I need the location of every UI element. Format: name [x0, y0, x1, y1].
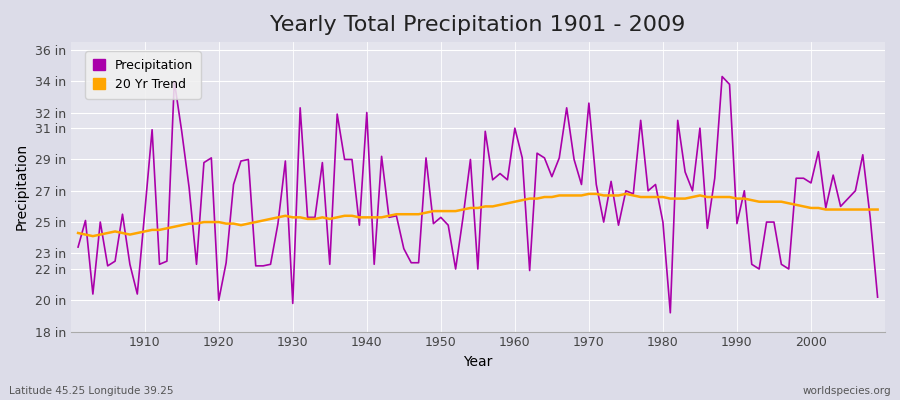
Title: Yearly Total Precipitation 1901 - 2009: Yearly Total Precipitation 1901 - 2009 — [270, 15, 686, 35]
Text: worldspecies.org: worldspecies.org — [803, 386, 891, 396]
Y-axis label: Precipitation: Precipitation — [15, 143, 29, 230]
Legend: Precipitation, 20 Yr Trend: Precipitation, 20 Yr Trend — [86, 51, 201, 98]
Text: Latitude 45.25 Longitude 39.25: Latitude 45.25 Longitude 39.25 — [9, 386, 174, 396]
X-axis label: Year: Year — [464, 355, 492, 369]
